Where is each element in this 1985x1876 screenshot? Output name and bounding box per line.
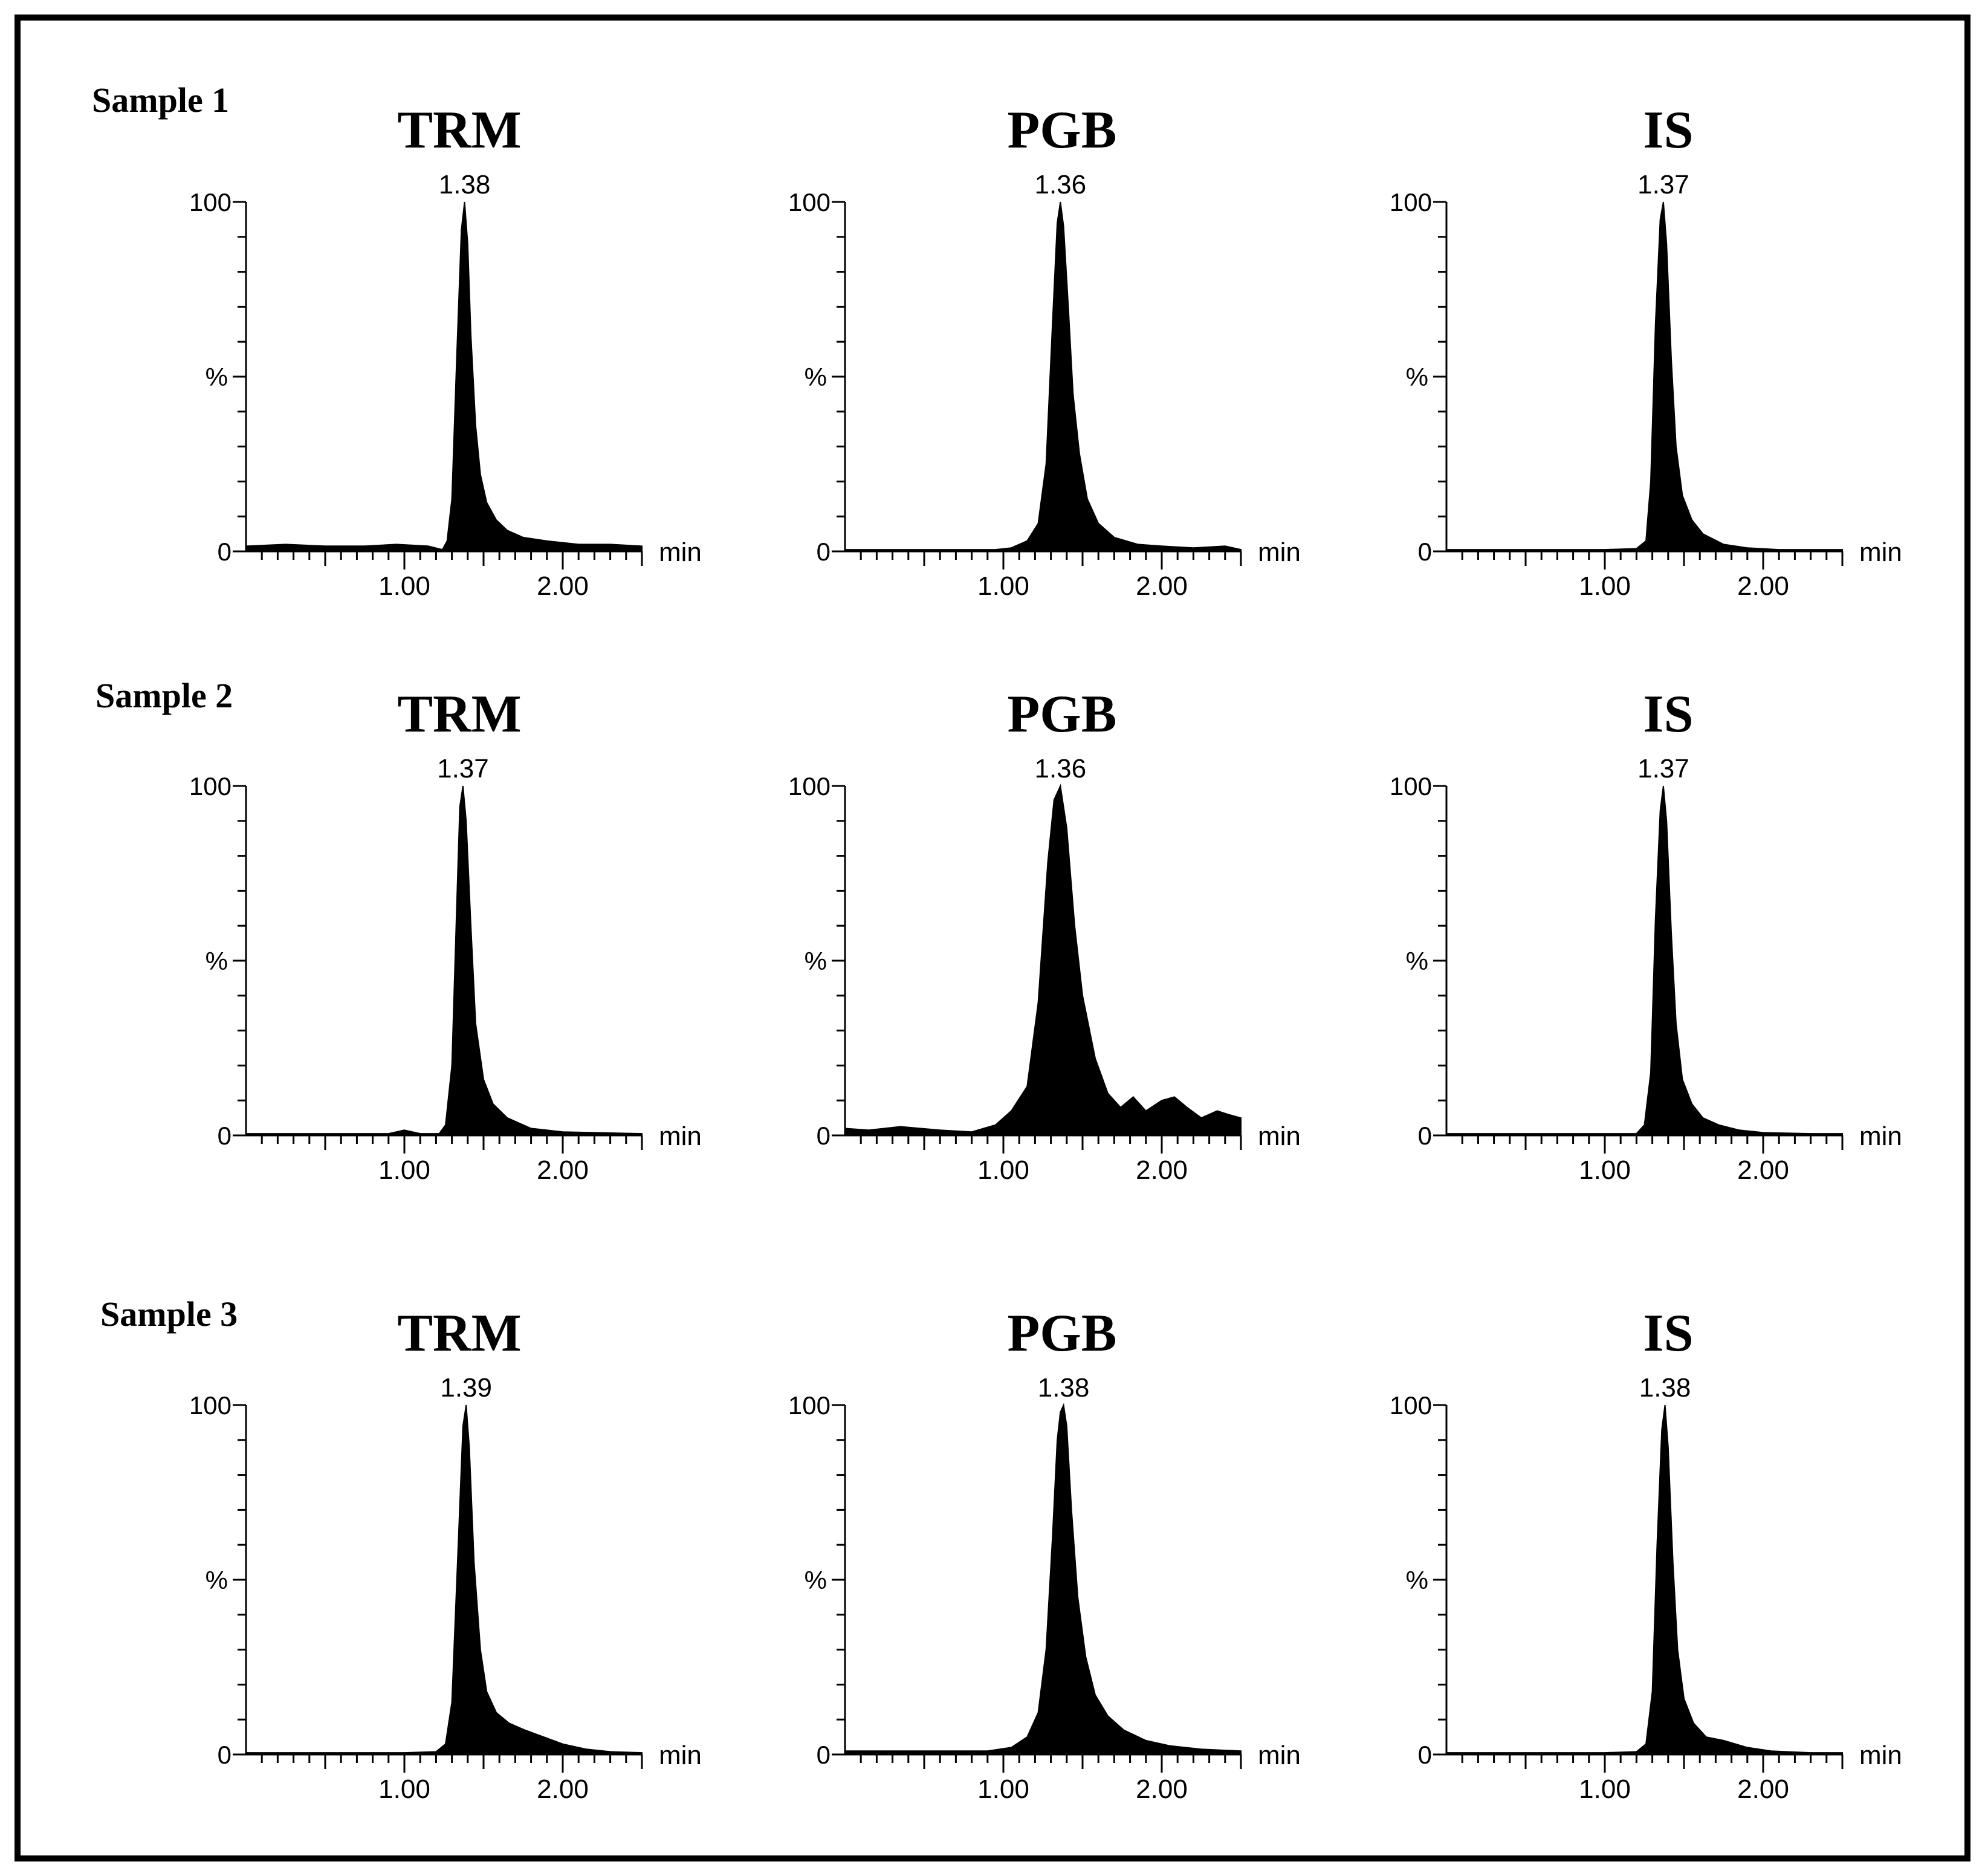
x-axis-label: min bbox=[659, 1741, 702, 1770]
panel-title: PGB bbox=[1008, 101, 1117, 160]
y-tick-label: 100 bbox=[1390, 772, 1432, 800]
y-tick-label: 100 bbox=[788, 1391, 831, 1420]
x-axis-label: min bbox=[1258, 1121, 1301, 1151]
y-axis-label: % bbox=[1406, 1566, 1428, 1594]
chromatogram-trace bbox=[245, 785, 643, 1136]
y-tick-label: 0 bbox=[817, 537, 831, 566]
peak-label: 1.37 bbox=[1637, 754, 1689, 784]
y-axis-label: % bbox=[805, 947, 827, 975]
chromatogram-panel: PGB 100 0% 1.00 2.00 min 1.38 bbox=[788, 1304, 1301, 1804]
y-axis-label: % bbox=[1406, 363, 1428, 391]
peak-label: 1.37 bbox=[1637, 170, 1689, 200]
peak-label: 1.38 bbox=[1639, 1373, 1691, 1403]
sample-label: Sample 1 bbox=[92, 80, 229, 120]
chromatogram-panel: IS 100 0% 1.00 2.00 min 1.37 bbox=[1390, 101, 1902, 601]
x-axis-label: min bbox=[1258, 537, 1301, 567]
y-axis-label: % bbox=[805, 363, 827, 391]
panel-title: PGB bbox=[1008, 1304, 1117, 1363]
sample-label: Sample 3 bbox=[100, 1294, 238, 1334]
chromatogram-trace bbox=[1446, 785, 1843, 1136]
x-tick-label: 2.00 bbox=[1136, 571, 1188, 601]
x-axis-label: min bbox=[1859, 1741, 1902, 1770]
y-tick-label: 100 bbox=[189, 188, 232, 216]
x-tick-label: 1.00 bbox=[378, 1774, 430, 1804]
chromatogram-panel: IS 100 0% 1.00 2.00 min 1.37 bbox=[1390, 685, 1902, 1185]
x-tick-label: 1.00 bbox=[977, 1774, 1029, 1804]
y-tick-label: 100 bbox=[788, 188, 831, 216]
x-tick-label: 2.00 bbox=[1136, 1155, 1188, 1185]
peak-label: 1.39 bbox=[440, 1373, 492, 1403]
y-tick-label: 0 bbox=[1418, 1121, 1432, 1150]
y-tick-label: 0 bbox=[1418, 537, 1432, 566]
chromatogram-panel: Sample 2 TRM 100 0% 1.00 2.00 min 1.37 bbox=[96, 676, 702, 1185]
panel-title: IS bbox=[1643, 1304, 1693, 1363]
y-tick-label: 0 bbox=[817, 1121, 831, 1150]
peak-label: 1.37 bbox=[437, 754, 489, 784]
x-axis-label: min bbox=[659, 537, 702, 567]
x-tick-label: 2.00 bbox=[1737, 1774, 1789, 1804]
y-axis-label: % bbox=[805, 1566, 827, 1594]
y-tick-label: 0 bbox=[218, 1741, 232, 1769]
y-tick-label: 100 bbox=[189, 1391, 232, 1420]
x-tick-label: 2.00 bbox=[1737, 571, 1789, 601]
y-tick-label: 0 bbox=[817, 1741, 831, 1769]
peak-label: 1.36 bbox=[1034, 170, 1086, 200]
chromatogram-panel: PGB 100 0% 1.00 2.00 min 1.36 bbox=[788, 685, 1301, 1185]
x-tick-label: 2.00 bbox=[537, 1155, 589, 1185]
peak-label: 1.38 bbox=[1038, 1373, 1090, 1403]
x-tick-label: 1.00 bbox=[977, 1155, 1029, 1185]
x-axis-label: min bbox=[1859, 537, 1902, 567]
figure-border bbox=[15, 15, 1970, 1861]
chromatogram-trace bbox=[1446, 201, 1843, 552]
x-axis-label: min bbox=[1258, 1741, 1301, 1770]
chromatogram-panel: PGB 100 0% 1.00 2.00 min 1.36 bbox=[788, 101, 1301, 601]
chromatogram-trace bbox=[844, 201, 1242, 552]
x-tick-label: 1.00 bbox=[1579, 571, 1631, 601]
chromatogram-panel: IS 100 0% 1.00 2.00 min 1.38 bbox=[1390, 1304, 1902, 1804]
sample-label: Sample 2 bbox=[96, 676, 233, 715]
y-axis-label: % bbox=[206, 947, 228, 975]
chromatogram-panel: Sample 1 TRM 100 0% 1.00 2.00 min 1.38 bbox=[92, 80, 702, 601]
panel-title: TRM bbox=[397, 685, 521, 744]
y-axis-label: % bbox=[206, 1566, 228, 1594]
x-axis-label: min bbox=[1859, 1121, 1902, 1151]
y-tick-label: 100 bbox=[189, 772, 232, 800]
chromatogram-trace bbox=[1446, 1404, 1843, 1755]
x-tick-label: 2.00 bbox=[1737, 1155, 1789, 1185]
y-tick-label: 0 bbox=[218, 537, 232, 566]
peak-label: 1.36 bbox=[1034, 754, 1086, 784]
x-tick-label: 1.00 bbox=[1579, 1155, 1631, 1185]
x-tick-label: 1.00 bbox=[977, 571, 1029, 601]
y-tick-label: 0 bbox=[1418, 1741, 1432, 1769]
y-axis-label: % bbox=[206, 363, 228, 391]
x-tick-label: 2.00 bbox=[537, 571, 589, 601]
peak-label: 1.38 bbox=[439, 170, 491, 200]
x-tick-label: 2.00 bbox=[1136, 1774, 1188, 1804]
panel-title: IS bbox=[1643, 685, 1693, 744]
panel-title: TRM bbox=[397, 1304, 521, 1363]
y-tick-label: 0 bbox=[218, 1121, 232, 1150]
x-axis-label: min bbox=[659, 1121, 702, 1151]
chromatogram-panel: Sample 3 TRM 100 0% 1.00 2.00 min 1.39 bbox=[100, 1294, 702, 1804]
chromatogram-trace bbox=[844, 1403, 1242, 1755]
x-tick-label: 1.00 bbox=[1579, 1774, 1631, 1804]
panel-title: TRM bbox=[397, 101, 521, 160]
y-tick-label: 100 bbox=[788, 772, 831, 800]
x-tick-label: 2.00 bbox=[537, 1774, 589, 1804]
chromatogram-trace bbox=[245, 1404, 643, 1755]
x-tick-label: 1.00 bbox=[378, 571, 430, 601]
y-tick-label: 100 bbox=[1390, 1391, 1432, 1420]
x-tick-label: 1.00 bbox=[378, 1155, 430, 1185]
panel-title: IS bbox=[1643, 101, 1693, 160]
y-axis-label: % bbox=[1406, 947, 1428, 975]
panel-title: PGB bbox=[1008, 685, 1117, 744]
chromatogram-trace bbox=[844, 784, 1242, 1136]
chromatogram-trace bbox=[245, 201, 643, 552]
y-tick-label: 100 bbox=[1390, 188, 1432, 216]
